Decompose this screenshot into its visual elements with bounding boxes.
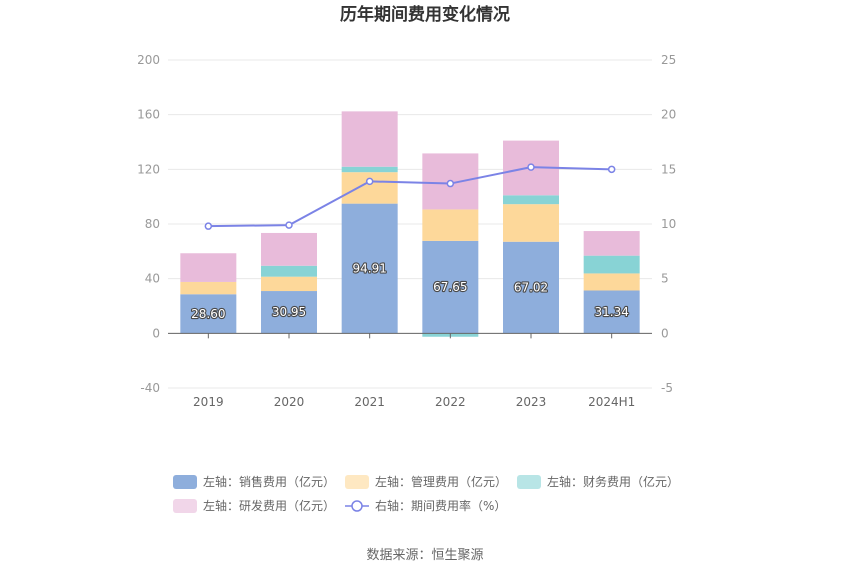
x-tick-label: 2020: [274, 395, 305, 409]
right-tick-label: 15: [661, 162, 676, 176]
legend-item: 左轴：管理费用（亿元）: [345, 474, 507, 489]
legend-swatch: [173, 499, 197, 513]
bar-segment: [180, 281, 237, 295]
bar-segment: [341, 172, 398, 204]
bar-segment: [341, 111, 398, 167]
source-note: 数据来源：恒生聚源: [366, 548, 483, 563]
bar-series: [180, 111, 640, 337]
chart-title: 历年期间费用变化情况: [340, 4, 510, 25]
grid-lines: [168, 59, 652, 389]
bar-segment: [503, 241, 559, 334]
x-tick-label: 2024H1: [588, 395, 635, 409]
rate-line-series: [204, 163, 616, 230]
legend-label: 右轴：期间费用率（%）: [375, 498, 506, 513]
rate-point: [365, 177, 374, 186]
bar-segment: [261, 291, 317, 334]
legend-swatch: [517, 475, 541, 489]
rate-point: [446, 179, 455, 188]
legend-label: 左轴：管理费用（亿元）: [375, 474, 507, 489]
rate-point: [204, 222, 213, 230]
left-tick-label: 120: [137, 162, 160, 176]
rate-point: [285, 221, 293, 229]
data-label: 67.65: [433, 280, 467, 294]
right-axis-ticks: -5 0 5 10 15 20 25: [661, 53, 676, 395]
legend-item: 左轴：财务费用（亿元）: [517, 474, 679, 489]
legend: 左轴：销售费用（亿元） 左轴：管理费用（亿元） 左轴：财务费用（亿元） 左轴：研发费用…: [173, 474, 679, 513]
bar-data-labels: 28.60 30.95 94.91 67.65 67.02 31.34: [190, 260, 630, 322]
legend-item: 左轴：销售费用（亿元）: [173, 474, 335, 489]
bar-segment: [583, 231, 640, 256]
bar-segment: [341, 166, 398, 173]
x-axis: 2019 2020 2021 2022 2023 2024H1: [168, 332, 652, 409]
bar-segment: [180, 253, 237, 282]
data-label: 67.02: [514, 281, 548, 295]
bar-segment: [261, 265, 317, 277]
rate-line: [208, 166, 612, 228]
bar-segment: [503, 195, 559, 205]
left-tick-label: 200: [137, 53, 160, 67]
right-tick-label: 25: [661, 53, 676, 67]
bar-segment: [180, 294, 237, 334]
data-label: 30.95: [272, 305, 306, 319]
right-tick-label: 20: [661, 108, 676, 122]
bar-segment: [583, 290, 640, 334]
bar-segment: [261, 232, 317, 266]
left-tick-label: 80: [145, 217, 160, 231]
x-tick-label: 2021: [354, 395, 385, 409]
bar-segment: [583, 255, 640, 274]
right-tick-label: 5: [661, 272, 669, 286]
left-tick-label: 40: [145, 272, 160, 286]
x-tick-label: 2022: [435, 395, 466, 409]
legend-label: 左轴：研发费用（亿元）: [203, 498, 335, 513]
legend-item: 左轴：研发费用（亿元）: [173, 498, 335, 513]
rate-point: [607, 165, 616, 174]
bar-segment: [583, 273, 640, 291]
legend-marker: [351, 500, 363, 512]
x-tick-label: 2019: [193, 395, 224, 409]
data-label: 31.34: [594, 305, 628, 319]
left-tick-label: -40: [140, 381, 160, 395]
right-tick-label: -5: [661, 381, 673, 395]
legend-swatch: [345, 475, 369, 489]
legend-label: 左轴：财务费用（亿元）: [547, 474, 679, 489]
bar-segment: [503, 204, 559, 242]
legend-item: 右轴：期间费用率（%）: [345, 498, 506, 513]
bar-segment: [341, 203, 398, 334]
data-label: 94.91: [352, 261, 386, 275]
legend-swatch: [173, 475, 197, 489]
left-tick-label: 160: [137, 108, 160, 122]
right-tick-label: 0: [661, 326, 669, 340]
x-tick-label: 2023: [516, 395, 547, 409]
right-tick-label: 10: [661, 217, 676, 231]
bar-segment: [422, 240, 479, 334]
data-label: 28.60: [191, 307, 225, 321]
rate-point: [527, 163, 535, 171]
bar-segment: [422, 209, 479, 241]
left-axis-ticks: -40 0 40 80 120 160 200: [137, 53, 160, 395]
left-tick-label: 0: [152, 326, 160, 340]
bar-segment: [261, 276, 317, 292]
legend-label: 左轴：销售费用（亿元）: [203, 474, 335, 489]
